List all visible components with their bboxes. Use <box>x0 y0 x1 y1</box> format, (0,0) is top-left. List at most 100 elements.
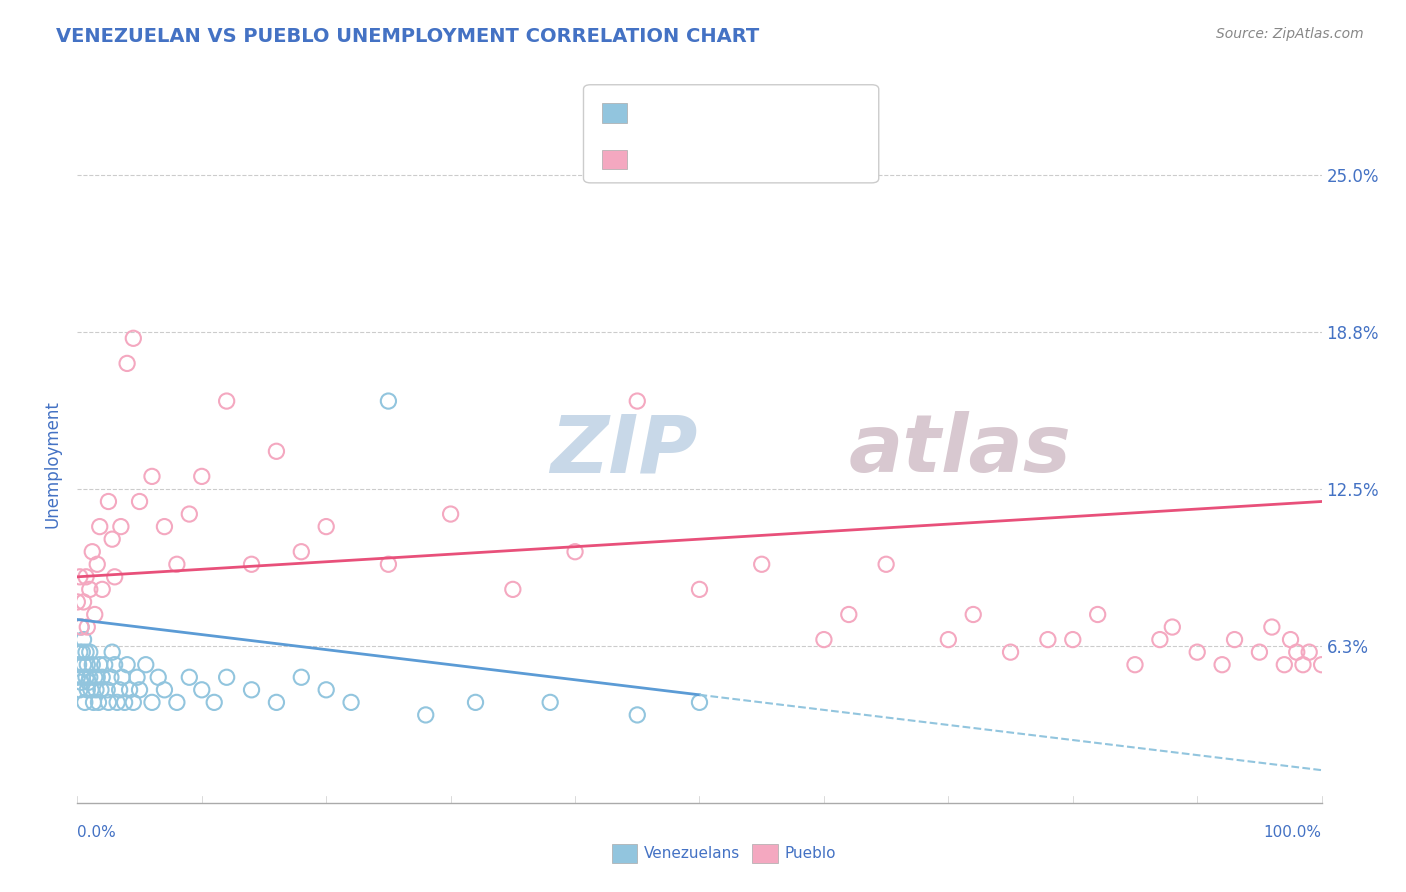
Point <box>101 645 124 659</box>
Point <box>122 695 145 709</box>
Point <box>153 519 176 533</box>
Point <box>69 570 91 584</box>
Point <box>191 469 214 483</box>
Point <box>564 545 586 559</box>
Point <box>1285 645 1308 659</box>
Point <box>266 695 288 709</box>
Point <box>91 582 114 597</box>
Point <box>240 682 263 697</box>
Point <box>128 682 150 697</box>
Point <box>141 469 163 483</box>
Point <box>179 507 201 521</box>
Point <box>1149 632 1171 647</box>
Point <box>141 695 163 709</box>
Point <box>1187 645 1209 659</box>
Point <box>266 444 288 458</box>
Point <box>135 657 157 672</box>
Point <box>202 695 225 709</box>
Point <box>377 394 399 409</box>
Point <box>70 620 93 634</box>
Point <box>69 682 91 697</box>
Point <box>82 657 104 672</box>
Point <box>1036 632 1059 647</box>
Point <box>89 519 111 533</box>
Point <box>90 682 112 697</box>
Point <box>938 632 960 647</box>
Point <box>83 670 105 684</box>
Point <box>86 558 108 572</box>
Point <box>538 695 561 709</box>
Point <box>115 657 138 672</box>
Point <box>626 394 648 409</box>
Point <box>153 682 176 697</box>
Text: R = 0.242   N = 59: R = 0.242 N = 59 <box>636 150 793 168</box>
Point <box>689 695 711 709</box>
Point <box>83 695 105 709</box>
Point <box>79 582 101 597</box>
Point <box>97 494 120 508</box>
Point <box>72 670 94 684</box>
Point <box>86 670 108 684</box>
Point <box>115 356 138 370</box>
Point <box>440 507 463 521</box>
Point <box>315 519 337 533</box>
Point <box>110 519 132 533</box>
Text: R = -0.161   N = 63: R = -0.161 N = 63 <box>636 100 799 118</box>
Point <box>689 582 711 597</box>
Point <box>464 695 486 709</box>
Point <box>1087 607 1109 622</box>
Point <box>72 645 94 659</box>
Point <box>1261 620 1284 634</box>
Point <box>76 682 98 697</box>
Point <box>1292 657 1315 672</box>
Point <box>1161 620 1184 634</box>
Point <box>1272 657 1295 672</box>
Point <box>166 558 188 572</box>
Point <box>315 682 337 697</box>
Point <box>70 675 93 690</box>
Text: Pueblo: Pueblo <box>785 847 837 861</box>
Point <box>340 695 363 709</box>
Point <box>1249 645 1271 659</box>
Point <box>80 682 103 697</box>
Point <box>72 632 94 647</box>
Point <box>962 607 984 622</box>
Point <box>1123 657 1146 672</box>
Point <box>240 558 263 572</box>
Point <box>125 670 148 684</box>
Point <box>502 582 524 597</box>
Point <box>1223 632 1246 647</box>
Point <box>377 558 399 572</box>
Point <box>97 695 120 709</box>
Point <box>93 657 115 672</box>
Point <box>72 595 94 609</box>
Point <box>415 707 437 722</box>
Point <box>96 682 118 697</box>
Point <box>89 657 111 672</box>
Point <box>105 695 128 709</box>
Point <box>290 545 312 559</box>
Point <box>215 670 238 684</box>
Point <box>215 394 238 409</box>
Point <box>70 620 93 634</box>
Point <box>67 657 90 672</box>
Point <box>77 675 100 690</box>
Point <box>101 532 124 546</box>
Point <box>128 494 150 508</box>
Point <box>104 657 127 672</box>
Point <box>111 670 134 684</box>
Point <box>626 707 648 722</box>
Point <box>79 645 101 659</box>
Text: ZIP: ZIP <box>550 411 697 490</box>
Point <box>75 645 97 659</box>
Point <box>166 695 188 709</box>
Text: Venezuelans: Venezuelans <box>644 847 740 861</box>
Point <box>838 607 860 622</box>
Point <box>66 670 89 684</box>
Point <box>1062 632 1084 647</box>
Point <box>87 695 110 709</box>
Point <box>72 657 94 672</box>
Point <box>76 620 98 634</box>
Point <box>122 331 145 345</box>
Point <box>79 670 101 684</box>
